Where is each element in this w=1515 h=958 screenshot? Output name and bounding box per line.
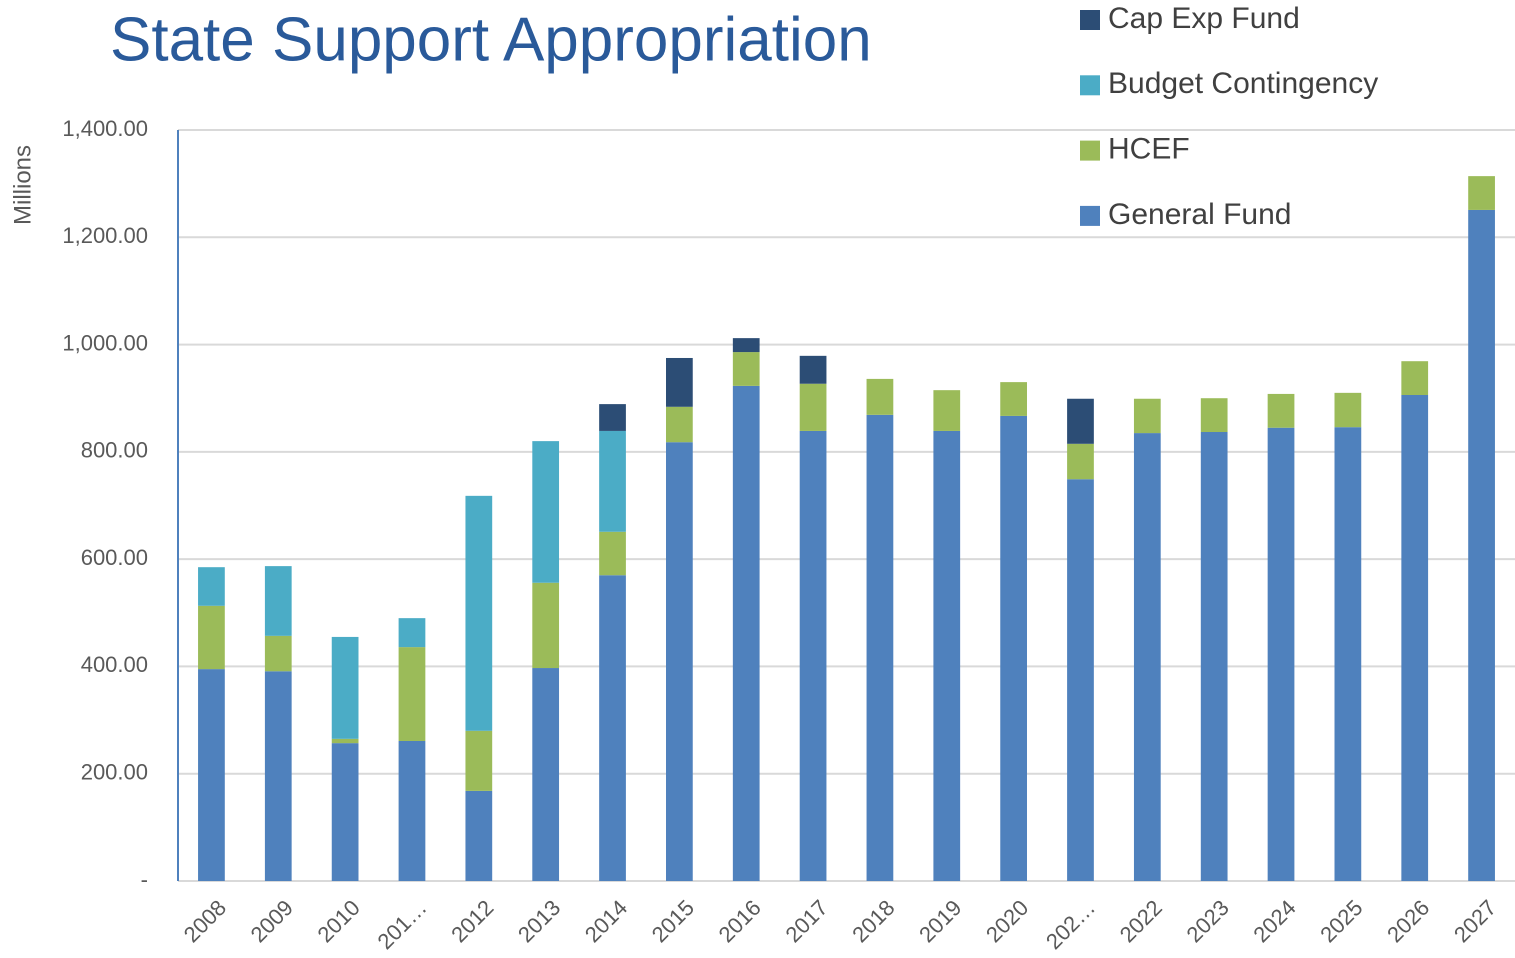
bar-segment [1267, 393, 1295, 428]
x-tick-label: 2017 [780, 895, 832, 947]
bar-segment [732, 352, 760, 386]
bar-segment [666, 406, 693, 443]
bar-segment [866, 378, 894, 415]
bar-segment [732, 385, 760, 881]
bar-segment [532, 668, 560, 881]
x-tick-label: 2013 [513, 895, 565, 947]
x-tick-label: 2024 [1248, 895, 1300, 947]
bar-segment [264, 671, 292, 881]
legend-swatch [1080, 205, 1100, 226]
bar-segment [799, 430, 827, 881]
bar-segment [666, 357, 693, 407]
bar-segment [1468, 209, 1495, 881]
y-tick-label: 1,000.00 [62, 330, 148, 355]
bar-segment [264, 635, 292, 672]
y-tick-label: 200.00 [81, 760, 148, 785]
x-tick-label: 2019 [914, 895, 966, 947]
y-axis-label: Millions [9, 145, 36, 225]
x-tick-label: 2022 [1115, 895, 1167, 947]
bar-segment [1267, 427, 1295, 881]
bar-segment [933, 390, 961, 431]
bar-segment [1468, 176, 1495, 210]
bar-segment [1401, 394, 1429, 881]
bar-segment [1334, 427, 1362, 881]
y-tick-label: 1,200.00 [62, 223, 148, 248]
bar-segment [1067, 398, 1094, 444]
bar-segment [331, 738, 359, 744]
legend-swatch [1080, 75, 1100, 96]
bar-segment [599, 430, 626, 532]
bar-segment [532, 582, 560, 669]
x-tick-label: 2012 [446, 895, 498, 947]
y-tick-label: - [141, 867, 148, 892]
bar-segment [398, 647, 426, 741]
bar-segment [599, 531, 626, 576]
y-tick-label: 400.00 [81, 652, 148, 677]
x-tick-label: 2014 [580, 895, 632, 947]
x-tick-label: 2027 [1449, 895, 1501, 947]
bar-segment [1000, 382, 1027, 416]
x-tick-label: 2025 [1315, 895, 1367, 947]
bar-segment [1000, 415, 1027, 881]
legend-label: Budget Contingency [1108, 67, 1378, 100]
bar-segment [1200, 432, 1228, 881]
bar-segment [599, 404, 626, 431]
bar-segment [1067, 479, 1094, 881]
bar-segment [398, 618, 426, 648]
bar-segment [198, 669, 225, 881]
bar-segment [799, 383, 827, 431]
x-tick-label: 2020 [981, 895, 1033, 947]
bar-segment [465, 495, 493, 731]
x-tick-label: 2026 [1382, 895, 1434, 947]
x-tick-label: 2023 [1182, 895, 1234, 947]
y-tick-label: 600.00 [81, 545, 148, 570]
x-tick-label: 202… [1041, 895, 1100, 954]
bar-segment [666, 442, 693, 881]
bar-segment [1401, 361, 1429, 395]
x-tick-label: 2018 [847, 895, 899, 947]
bar-segment [1133, 398, 1161, 434]
chart-title: State Support Appropriation [110, 5, 872, 74]
bar-segment [866, 414, 894, 881]
bar-segment [264, 566, 292, 636]
bar-segment [933, 430, 961, 881]
bar-segment [465, 730, 493, 791]
bar-segment [198, 567, 225, 606]
bar-segment [1200, 398, 1228, 433]
legend-swatch [1080, 140, 1100, 161]
bar-segment [799, 355, 827, 384]
x-tick-label: 2015 [647, 895, 699, 947]
bar-segment [465, 790, 493, 881]
bar-segment [732, 338, 760, 353]
bar-segment [198, 605, 225, 670]
bar-segment [1334, 392, 1362, 428]
y-tick-label: 1,400.00 [62, 116, 148, 141]
x-tick-label: 2008 [179, 895, 231, 947]
x-tick-label: 2010 [312, 895, 364, 947]
bar-segment [599, 575, 626, 881]
bar-segment [1067, 443, 1094, 480]
legend-label: General Fund [1108, 198, 1291, 231]
bar-segment [331, 636, 359, 739]
x-tick-label: 201… [372, 895, 431, 954]
bar-segment [532, 441, 560, 583]
bar-segment [398, 740, 426, 881]
bar-segment [331, 743, 359, 881]
x-tick-label: 2016 [714, 895, 766, 947]
x-tick-label: 2009 [246, 895, 298, 947]
legend-swatch [1080, 10, 1100, 30]
y-tick-label: 800.00 [81, 438, 148, 463]
legend-label: Cap Exp Fund [1108, 2, 1300, 35]
bar-segment [1133, 433, 1161, 881]
legend-label: HCEF [1108, 133, 1190, 166]
